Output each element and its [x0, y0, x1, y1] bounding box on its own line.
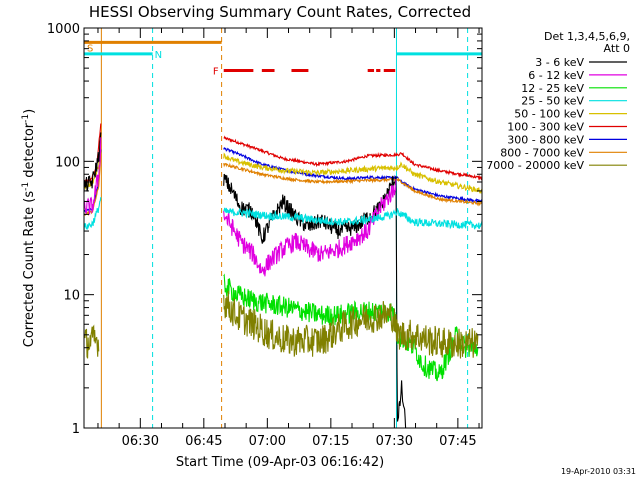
y-tick-label: 10 [63, 289, 80, 304]
x-tick-label: 07:45 [439, 434, 476, 449]
y-axis-label: Corrected Count Rate (s-1 detector-1) [21, 109, 37, 347]
legend-entry-label: 100 - 300 keV [507, 121, 584, 134]
series-line-5 [223, 179, 397, 277]
series-line-3 [223, 152, 483, 195]
flags-layer: S N F [84, 40, 482, 78]
legend-entry-label: 25 - 50 keV [521, 95, 584, 108]
series-line-8 [223, 290, 479, 359]
series-layer [83, 123, 483, 429]
legend-header-line2: Att 0 [604, 42, 630, 55]
legend-entry-label: 12 - 25 keV [521, 82, 584, 95]
legend-entry-label: 3 - 6 keV [535, 56, 584, 69]
series-line-4 [83, 132, 102, 193]
y-axis-label-main: Corrected Count Rate (s [22, 191, 37, 348]
x-axis-label: Start Time (09-Apr-03 06:16:42) [176, 455, 384, 470]
y-axis-label-end: ) [22, 109, 37, 114]
y-axis-label-sup1: -1 [21, 182, 31, 191]
flag-label-S: S [87, 43, 93, 54]
series-line-8 [83, 324, 100, 359]
x-tick-label: 06:30 [122, 434, 159, 449]
chart-title: HESSI Observing Summary Count Rates, Cor… [89, 3, 471, 21]
series-line-2 [223, 162, 483, 207]
x-tick-label: 06:45 [185, 434, 222, 449]
y-tick-label: 1000 [47, 22, 80, 37]
y-axis-label-sup2: -1 [21, 114, 31, 123]
series-line-6 [83, 197, 102, 231]
legend-entry-label: 6 - 12 keV [528, 69, 584, 82]
series-line-6 [223, 207, 483, 230]
y-tick-label: 100 [55, 155, 80, 170]
plot-frame [83, 27, 483, 429]
legend-entry-label: 50 - 100 keV [514, 108, 584, 121]
y-tick-label: 1 [72, 422, 80, 437]
legend-header-line1: Det 1,3,4,5,6,9, [544, 30, 630, 43]
legend-entry-label: 300 - 800 keV [507, 133, 584, 146]
series-line-0 [223, 135, 483, 181]
flag-label-F: F [213, 67, 219, 78]
series-line-5 [83, 137, 102, 215]
x-tick-label: 07:15 [312, 434, 349, 449]
flag-label-N: N [155, 50, 162, 61]
y-axis: 1 10 100 1000 [47, 22, 482, 437]
y-axis-label-mid: detector [22, 122, 37, 182]
x-tick-label: 07:30 [376, 434, 413, 449]
plot-area: S N F [83, 28, 483, 429]
x-tick-label: 07:00 [249, 434, 286, 449]
footer-timestamp: 19-Apr-2010 03:31 [561, 467, 636, 476]
legend-entry-label: 800 - 7000 keV [500, 146, 584, 159]
legend-entry-label: 7000 - 20000 keV [486, 159, 584, 172]
x-axis: 06:30 06:45 07:00 07:15 07:30 07:45 [97, 28, 480, 449]
